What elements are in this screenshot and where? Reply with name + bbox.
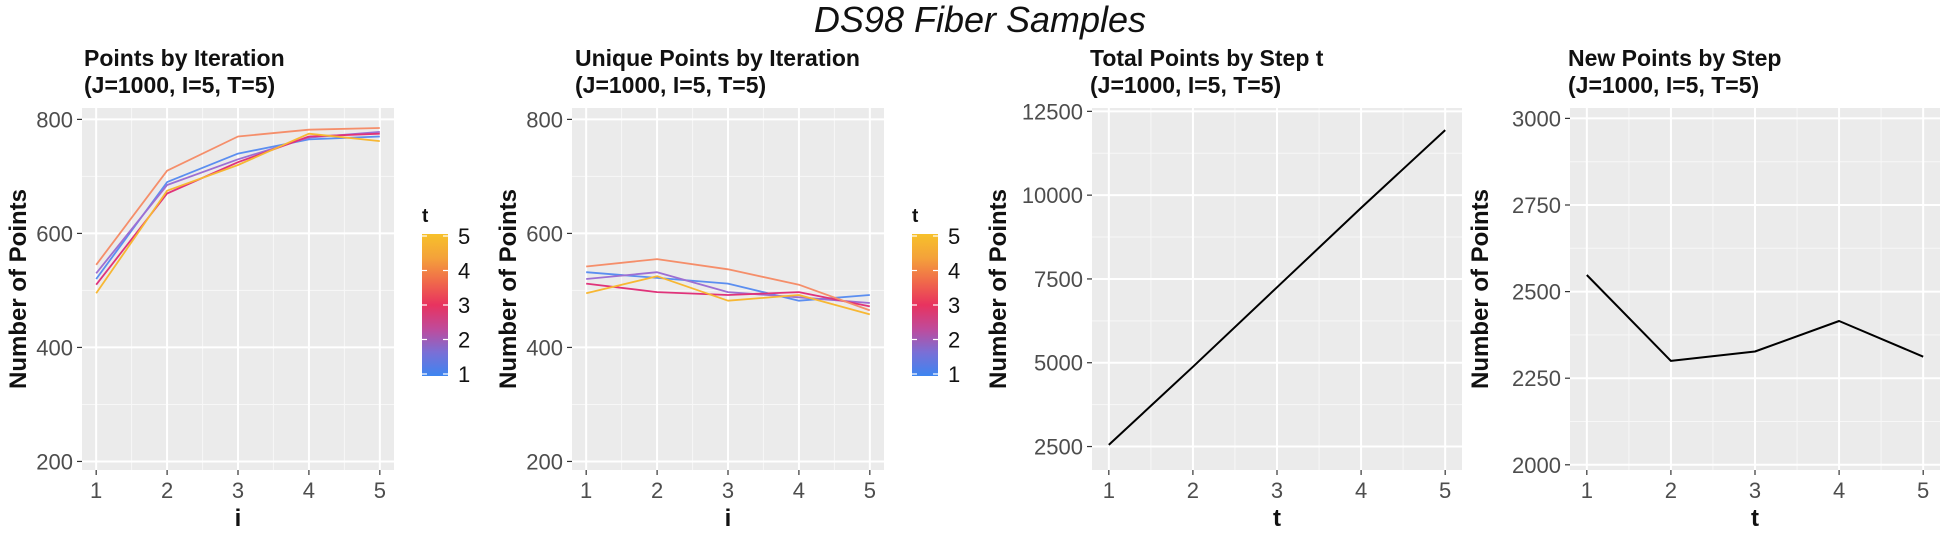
x-tick-label: 3: [1749, 478, 1761, 503]
y-tick-label: 2000: [1512, 453, 1561, 478]
chart-panel-2: Unique Points by Iteration(J=1000, I=5, …: [495, 45, 884, 532]
x-tick-label: 4: [303, 478, 315, 503]
x-axis-label: i: [725, 505, 732, 532]
y-tick-label: 600: [36, 221, 73, 246]
legend-label: 2: [948, 328, 960, 353]
series-lines: [95, 127, 380, 294]
chart-panel-3: Total Points by Step t(J=1000, I=5, T=5)…: [985, 45, 1462, 532]
figure-title: DS98 Fiber Samples: [814, 0, 1146, 40]
legend-label: 3: [458, 293, 470, 318]
series-line-t4: [586, 258, 871, 312]
series-line-t5: [585, 275, 871, 316]
major-gridlines: [1570, 108, 1940, 470]
color-legend: t 5 4 3 2 1: [912, 206, 960, 387]
major-gridlines: [82, 108, 394, 470]
x-tick-label: 2: [161, 478, 173, 503]
y-tick-label: 2750: [1512, 193, 1561, 218]
y-axis-label: Number of Points: [1467, 189, 1494, 389]
x-tick-label: 1: [1103, 478, 1115, 503]
series-lines: [585, 258, 871, 316]
x-tick-label: 2: [1665, 478, 1677, 503]
panel-title: Total Points by Step t: [1090, 45, 1324, 71]
panel-title: New Points by Step: [1568, 45, 1781, 71]
legend-label: 4: [458, 259, 470, 284]
panels: Points by Iteration(J=1000, I=5, T=5)1 2 3…: [5, 45, 1940, 532]
y-tick-label: 12500: [1022, 99, 1083, 124]
legend-title: t: [422, 206, 429, 227]
series-line-t2: [586, 271, 870, 304]
legends: t 5 4 3 2 1 t 5 4 3 2 1: [422, 206, 960, 387]
color-legend: t 5 4 3 2 1: [422, 206, 470, 387]
y-tick-label: 7500: [1034, 267, 1083, 292]
x-tick-label: 5: [864, 478, 876, 503]
y-tick-label: 400: [36, 335, 73, 360]
panel-subtitle: (J=1000, I=5, T=5): [1090, 72, 1281, 98]
y-tick-label: 400: [526, 335, 563, 360]
x-tick-label: 5: [1439, 478, 1451, 503]
x-axis-label: t: [1751, 505, 1759, 532]
legend-label: 5: [458, 224, 470, 249]
y-axis-label: Number of Points: [495, 189, 522, 389]
y-tick-label: 200: [36, 449, 73, 474]
y-tick-label: 2500: [1512, 280, 1561, 305]
x-tick-label: 4: [793, 478, 805, 503]
x-axis-label: i: [235, 505, 242, 532]
series-line-t4: [95, 127, 380, 266]
y-tick-label: 10000: [1022, 183, 1083, 208]
legend-label: 5: [948, 224, 960, 249]
x-tick-label: 4: [1355, 478, 1367, 503]
legend-label: 2: [458, 328, 470, 353]
y-axis-label: Number of Points: [5, 189, 32, 389]
major-gridlines: [572, 108, 884, 470]
legend-label: 4: [948, 259, 960, 284]
y-axis-label: Number of Points: [985, 189, 1012, 389]
x-tick-label: 3: [232, 478, 244, 503]
x-tick-label: 1: [580, 478, 592, 503]
series-line: [1108, 129, 1446, 446]
x-tick-label: 5: [374, 478, 386, 503]
legend-label: 3: [948, 293, 960, 318]
y-tick-label: 800: [526, 107, 563, 132]
x-tick-label: 2: [1187, 478, 1199, 503]
series-line: [1586, 274, 1924, 362]
y-tick-label: 200: [526, 449, 563, 474]
x-tick-label: 3: [722, 478, 734, 503]
major-gridlines: [1092, 108, 1462, 470]
x-tick-label: 1: [1581, 478, 1593, 503]
panel-title: Unique Points by Iteration: [575, 45, 860, 71]
panel-subtitle: (J=1000, I=5, T=5): [1568, 72, 1759, 98]
legend-label: 1: [458, 362, 470, 387]
y-tick-label: 800: [36, 107, 73, 132]
y-tick-label: 5000: [1034, 351, 1083, 376]
x-tick-label: 5: [1917, 478, 1929, 503]
y-tick-label: 2500: [1034, 435, 1083, 460]
x-tick-label: 4: [1833, 478, 1845, 503]
panel-subtitle: (J=1000, I=5, T=5): [575, 72, 766, 98]
x-tick-label: 3: [1271, 478, 1283, 503]
y-tick-label: 2250: [1512, 366, 1561, 391]
series-line-t3: [586, 282, 870, 308]
x-axis-label: t: [1273, 505, 1281, 532]
series-line-t5: [95, 132, 380, 294]
y-tick-label: 3000: [1512, 106, 1561, 131]
y-tick-label: 600: [526, 221, 563, 246]
legend-title: t: [912, 206, 919, 227]
chart-panel-4: New Points by Step(J=1000, I=5, T=5) 1 2 3 4…: [1467, 45, 1940, 532]
legend-label: 1: [948, 362, 960, 387]
panel-subtitle: (J=1000, I=5, T=5): [84, 72, 275, 98]
panel-title: Points by Iteration: [84, 45, 285, 71]
x-tick-label: 1: [90, 478, 102, 503]
series-lines: [1586, 274, 1924, 362]
series-lines: [1108, 129, 1446, 446]
x-tick-label: 2: [651, 478, 663, 503]
chart-panel-1: Points by Iteration(J=1000, I=5, T=5) 1 2 3…: [5, 45, 394, 532]
